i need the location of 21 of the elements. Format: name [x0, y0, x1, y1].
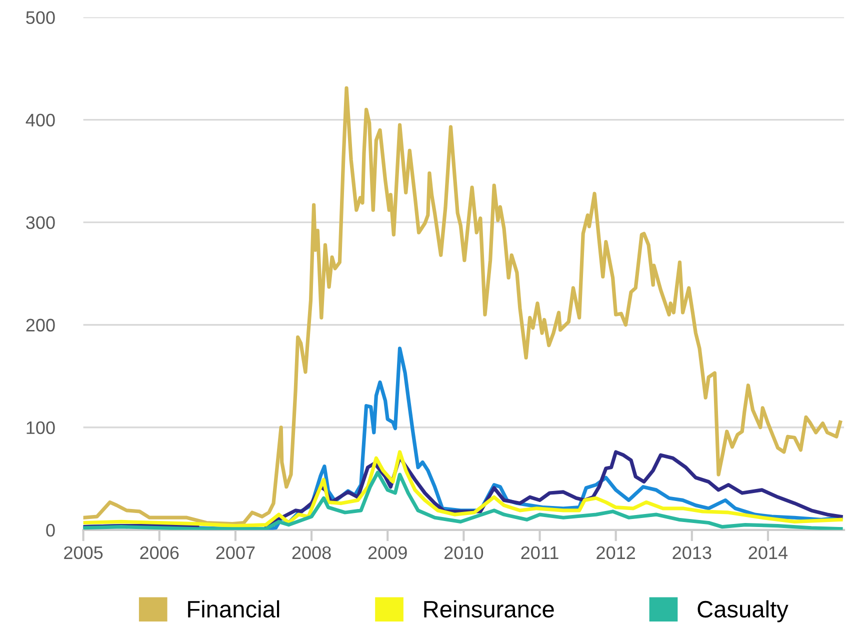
x-tick-label: 2006 [140, 546, 179, 560]
x-tick-label: 2014 [748, 546, 788, 560]
legend-label: Casualty [698, 600, 788, 622]
legend-label: Financial [188, 600, 280, 618]
legend-label: Reinsurance [424, 600, 554, 618]
x-tick-label: 2005 [64, 546, 103, 560]
x-tick-label: 2010 [444, 546, 484, 560]
y-tick-label: 400 [26, 114, 55, 127]
x-tick-label: 2009 [368, 546, 407, 560]
x-tick-label: 2008 [292, 546, 331, 560]
y-tick-label: 0 [46, 524, 55, 537]
line-series [83, 470, 843, 530]
y-tick-label: 200 [26, 318, 55, 332]
x-tick-label: 2011 [521, 546, 558, 560]
y-tick-label: 500 [26, 11, 55, 24]
y-tick-label: 300 [26, 216, 55, 230]
x-tick-label: 2012 [596, 546, 636, 560]
y-tick-label: 100 [26, 421, 55, 434]
x-tick-label: 2013 [672, 546, 712, 560]
x-tick-label: 2007 [216, 546, 255, 560]
line-series [83, 86, 842, 526]
